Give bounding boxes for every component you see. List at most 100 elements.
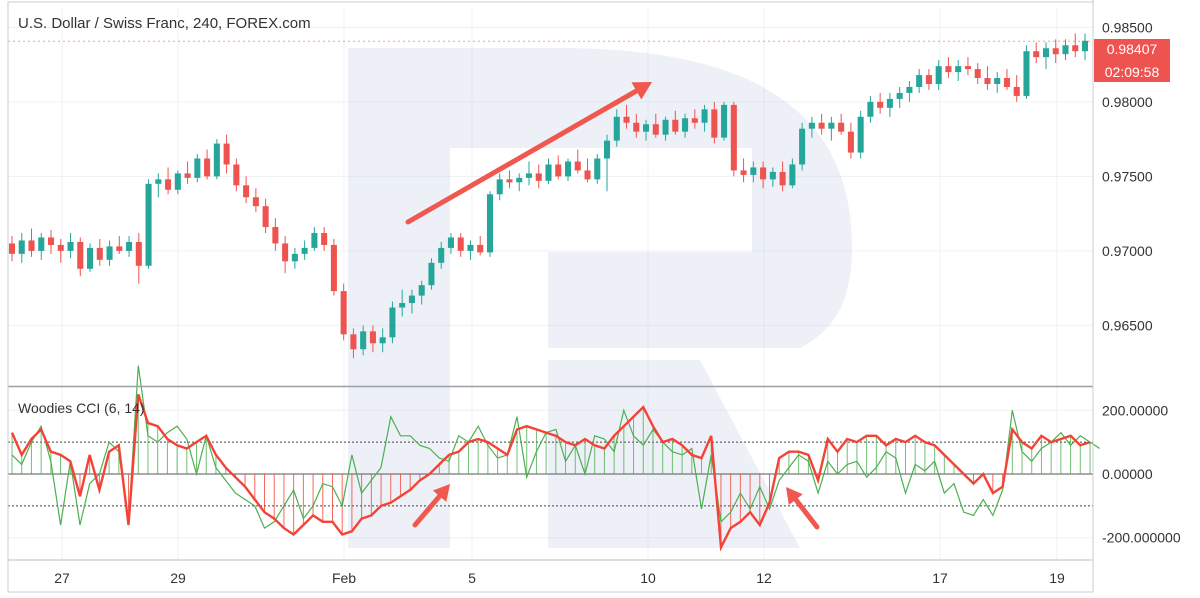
- candle: [584, 158, 591, 183]
- candle: [496, 173, 503, 201]
- candle-body: [87, 247, 94, 269]
- candle-body: [321, 233, 328, 245]
- candle: [984, 66, 991, 90]
- candle: [8, 235, 16, 262]
- cci-tick-label: 0.00000: [1102, 466, 1153, 482]
- candle-body: [564, 161, 572, 177]
- candle-body: [701, 109, 708, 123]
- candle: [1052, 39, 1059, 64]
- cci-lines: [8, 365, 1101, 552]
- candles[interactable]: [8, 33, 1093, 359]
- candle: [935, 60, 942, 90]
- candle: [330, 238, 337, 296]
- candle-body: [633, 122, 640, 132]
- candle: [564, 158, 572, 181]
- x-tick-label: 10: [640, 570, 656, 586]
- candle-body: [799, 128, 806, 165]
- candle-body: [818, 122, 825, 129]
- candle: [282, 235, 289, 274]
- candle: [116, 235, 123, 254]
- candle: [652, 113, 659, 138]
- candle: [57, 238, 64, 263]
- candle-body: [740, 170, 747, 175]
- candle-body: [282, 243, 289, 262]
- candle-body: [623, 116, 630, 123]
- candle: [233, 158, 240, 192]
- candle: [47, 230, 55, 254]
- candle: [808, 116, 815, 138]
- candle-body: [38, 237, 45, 251]
- price-tick-label: 0.97500: [1102, 168, 1153, 184]
- candle-body: [662, 119, 669, 135]
- candle: [633, 113, 640, 138]
- candle: [428, 258, 435, 290]
- last-price-badge: 0.98407: [1106, 41, 1158, 57]
- candle-body: [838, 122, 845, 132]
- watermark-shape: [348, 48, 852, 548]
- candle: [399, 289, 406, 317]
- candle: [828, 116, 835, 141]
- candle-body: [682, 118, 689, 132]
- candle: [389, 301, 396, 344]
- candle: [711, 101, 718, 144]
- candle-body: [506, 179, 513, 183]
- candle-body: [711, 109, 718, 138]
- candle-body: [789, 164, 796, 186]
- candle: [613, 109, 620, 147]
- candle-body: [730, 104, 737, 171]
- candle-body: [525, 173, 533, 178]
- candle-body: [360, 331, 367, 350]
- candle: [535, 164, 542, 189]
- price-tick-label: 0.98000: [1102, 94, 1153, 110]
- candle: [672, 110, 679, 135]
- candle: [769, 167, 776, 187]
- candle-body: [877, 101, 884, 108]
- candle-body: [574, 161, 581, 171]
- candle-body: [165, 179, 172, 190]
- candle: [184, 161, 191, 184]
- candle-body: [535, 173, 542, 181]
- candle: [106, 240, 113, 266]
- candle: [906, 81, 913, 102]
- candle: [321, 227, 328, 251]
- candle: [1042, 42, 1050, 70]
- candle-body: [486, 194, 493, 253]
- candle: [574, 149, 581, 174]
- candle: [799, 122, 806, 171]
- candle-body: [477, 244, 484, 253]
- candle-body: [155, 179, 162, 184]
- candle-body: [886, 98, 893, 108]
- candle: [438, 241, 445, 269]
- candle: [545, 158, 552, 184]
- candle: [721, 101, 728, 141]
- candle: [243, 176, 250, 204]
- candle-body: [311, 233, 318, 248]
- candle-body: [857, 116, 864, 153]
- candle-body: [760, 167, 767, 180]
- candle: [301, 240, 308, 260]
- candle: [145, 179, 152, 269]
- candle: [623, 104, 630, 129]
- candle-body: [721, 104, 728, 138]
- candle: [272, 218, 279, 251]
- candle: [691, 109, 698, 129]
- signal-arrow-right-shaft: [793, 497, 820, 530]
- candle: [1003, 69, 1010, 90]
- candle-body: [1081, 40, 1089, 52]
- candle: [447, 233, 454, 254]
- candle: [760, 161, 767, 189]
- candle-body: [1062, 45, 1069, 55]
- candle-body: [77, 241, 84, 269]
- candle: [340, 283, 347, 341]
- candle-body: [126, 241, 133, 251]
- candle: [77, 237, 84, 277]
- price-badge-bg: [1094, 39, 1170, 82]
- candle-body: [584, 170, 591, 180]
- signal-arrow-left-head: [432, 484, 450, 502]
- candle-body: [555, 164, 562, 177]
- trend-arrow-shaft: [405, 88, 639, 225]
- candle-body: [330, 244, 337, 292]
- candle: [994, 72, 1001, 93]
- candle: [955, 60, 962, 82]
